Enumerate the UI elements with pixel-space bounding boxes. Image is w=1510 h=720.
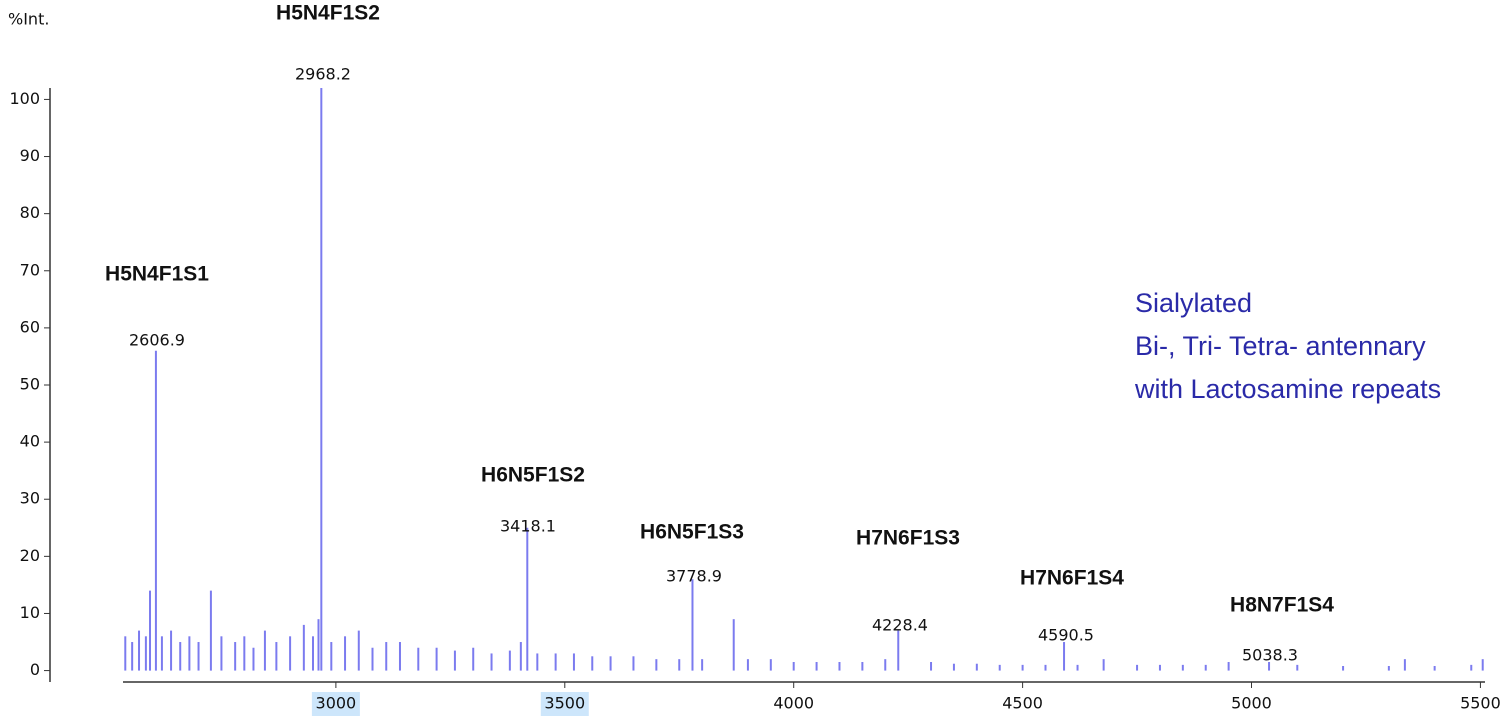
y-tick-label: 40 [20, 432, 40, 451]
x-tick-label: 3500 [544, 694, 585, 713]
peak-mass-label: 2606.9 [129, 331, 185, 350]
peak-composition-label: H5N4F1S1 [105, 263, 209, 286]
note-line: Bi-, Tri- Tetra- antennary [1135, 331, 1426, 361]
y-tick-label: 100 [9, 89, 40, 108]
peak-composition-label: H8N7F1S4 [1230, 594, 1334, 617]
tick-highlight [311, 692, 360, 716]
y-tick-label: 30 [20, 489, 40, 508]
peak-mass-label: 3418.1 [500, 517, 556, 536]
x-tick-label: 3000 [316, 694, 357, 713]
y-tick-label: 80 [20, 203, 40, 222]
peak-mass-label: 2968.2 [295, 65, 351, 84]
x-tick-label: 4000 [773, 694, 814, 713]
x-tick-label: 5500 [1460, 694, 1501, 713]
peak-mass-label: 4228.4 [872, 616, 928, 635]
peak-composition-label: H7N6F1S4 [1020, 567, 1124, 590]
peak-mass-label: 4590.5 [1038, 626, 1094, 645]
note-line: Sialylated [1135, 288, 1252, 318]
peak-composition-label: H6N5F1S2 [481, 464, 585, 487]
x-tick-label: 4500 [1002, 694, 1043, 713]
y-tick-label: 70 [20, 260, 40, 279]
y-tick-label: 50 [20, 375, 40, 394]
y-tick-label: 60 [20, 317, 40, 336]
peak-mass-label: 5038.3 [1242, 646, 1298, 665]
y-tick-label: 20 [20, 546, 40, 565]
note-line: with Lactosamine repeats [1134, 374, 1441, 404]
y-tick-label: 90 [20, 146, 40, 165]
peak-composition-label: H6N5F1S3 [640, 521, 744, 544]
y-tick-label: 0 [30, 660, 40, 679]
peak-composition-label: H5N4F1S2 [276, 2, 380, 25]
y-axis-label: %Int. [8, 10, 49, 29]
peak-composition-label: H7N6F1S3 [856, 527, 960, 550]
x-tick-label: 5000 [1231, 694, 1272, 713]
y-tick-label: 10 [20, 603, 40, 622]
tick-highlight [540, 692, 589, 716]
peak-mass-label: 3778.9 [666, 567, 722, 586]
